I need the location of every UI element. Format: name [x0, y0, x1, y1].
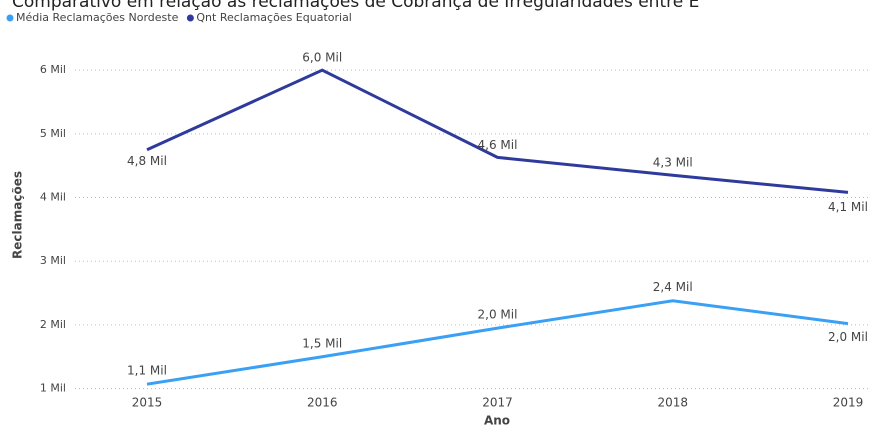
data-label: 2,0 Mil	[478, 308, 518, 322]
y-tick-label: 5 Mil	[40, 127, 66, 140]
x-tick-label: 2015	[132, 396, 163, 410]
x-tick-label: 2018	[657, 396, 688, 410]
series-line	[146, 68, 849, 194]
series-line	[146, 299, 849, 386]
x-tick-label: 2017	[482, 396, 513, 410]
data-label: 4,8 Mil	[127, 154, 167, 168]
data-label: 1,5 Mil	[302, 336, 342, 350]
y-tick-label: 2 Mil	[40, 318, 66, 331]
x-tick-label: 2019	[833, 396, 864, 410]
y-tick-label: 3 Mil	[40, 254, 66, 267]
data-label: 4,3 Mil	[653, 156, 693, 170]
x-tick-label: 2016	[307, 396, 338, 410]
y-tick-label: 6 Mil	[40, 63, 66, 76]
y-tick-label: 4 Mil	[40, 191, 66, 204]
legend-marker	[186, 14, 194, 22]
y-axis-title: Reclamações	[11, 171, 25, 259]
chart-title: Comparativo em relação às reclamações de…	[12, 0, 699, 12]
x-axis-title: Ano	[484, 414, 510, 428]
y-tick-label: 1 Mil	[40, 382, 66, 395]
data-label: 1,1 Mil	[127, 364, 167, 378]
data-label: 2,4 Mil	[653, 280, 693, 294]
legend-marker	[6, 14, 14, 22]
data-label: 6,0 Mil	[302, 51, 342, 65]
data-label: 4,6 Mil	[478, 138, 518, 152]
data-label: 4,1 Mil	[828, 200, 868, 214]
legend-label: Qnt Reclamações Equatorial	[196, 11, 352, 24]
data-label: 2,0 Mil	[828, 330, 868, 344]
legend-label: Média Reclamações Nordeste	[16, 11, 179, 24]
